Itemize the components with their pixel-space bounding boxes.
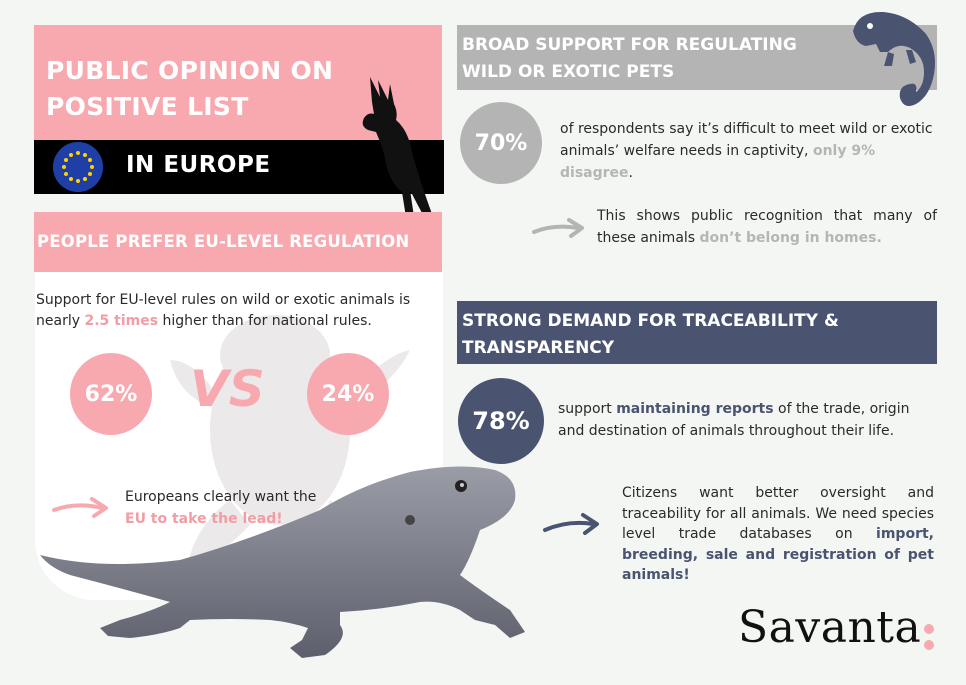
traceability-percent-circle: 78% — [458, 378, 544, 464]
title-line-2: POSITIVE LIST — [46, 92, 249, 121]
broad-support-title: BROAD SUPPORT FOR REGULATING WILD OR EXO… — [462, 35, 797, 82]
support-text-pre: Support for EU-level rules on wild or ex… — [36, 292, 411, 329]
eu-support-paragraph: Support for EU-level rules on wild or ex… — [36, 290, 426, 332]
citizens-text: Citizens want better oversight and trace… — [622, 485, 934, 542]
reports-text-post: of the trade, origin and destination of … — [558, 401, 910, 439]
recognition-highlight: don’t belong in homes. — [699, 230, 882, 246]
reports-highlight: maintaining reports — [616, 401, 774, 417]
pink-arrow-icon — [52, 497, 108, 518]
traceability-title: STRONG DEMAND FOR TRACEABILITY & TRANSPA… — [462, 311, 839, 358]
respondents-text-end: . — [628, 165, 633, 181]
savanta-logo: Savanta — [738, 602, 922, 653]
cockatoo-silhouette-icon — [362, 77, 435, 230]
citizens-paragraph: Citizens want better oversight and trace… — [622, 483, 934, 586]
versus-label: VS — [190, 360, 265, 418]
respondents-paragraph: of respondents say it’s difficult to mee… — [560, 118, 940, 184]
recognition-paragraph: This shows public recognition that many … — [597, 205, 937, 249]
support-highlight: 2.5 times — [84, 313, 159, 329]
eu-regulation-title: PEOPLE PREFER EU-LEVEL REGULATION — [37, 232, 410, 251]
navy-arrow-icon — [543, 513, 599, 535]
bearded-dragon-image — [40, 466, 525, 658]
recognition-text: This shows public recognition that many … — [597, 208, 937, 246]
title-line-1: PUBLIC OPINION ON — [46, 56, 334, 85]
citizens-highlight: import, breeding, sale and registration … — [622, 526, 934, 583]
lead-text: Europeans clearly want the — [125, 489, 317, 505]
region-label: IN EUROPE — [126, 152, 271, 178]
traceability-header — [457, 301, 937, 364]
eu-regulation-header — [34, 212, 442, 272]
lead-highlight: EU to take the lead! — [125, 511, 283, 527]
reports-paragraph: support maintaining reports of the trade… — [558, 398, 938, 442]
reports-text-pre: support — [558, 401, 617, 417]
respondents-highlight: only 9% disagree — [560, 143, 876, 181]
national-level-percent-circle: 24% — [307, 353, 389, 435]
chameleon-silhouette-icon — [853, 11, 935, 107]
eu-flag-icon — [53, 142, 103, 192]
difficulty-percent-circle: 70% — [460, 102, 542, 184]
page-title: PUBLIC OPINION ON POSITIVE LIST — [46, 53, 346, 125]
eu-lead-paragraph: Europeans clearly want the EU to take th… — [125, 486, 345, 530]
logo-colon-icon — [924, 624, 934, 650]
grey-arrow-icon — [532, 218, 584, 238]
respondents-text: of respondents say it’s difficult to mee… — [560, 121, 933, 159]
eu-level-percent-circle: 62% — [70, 353, 152, 435]
support-text-post: higher than for national rules. — [158, 313, 372, 329]
